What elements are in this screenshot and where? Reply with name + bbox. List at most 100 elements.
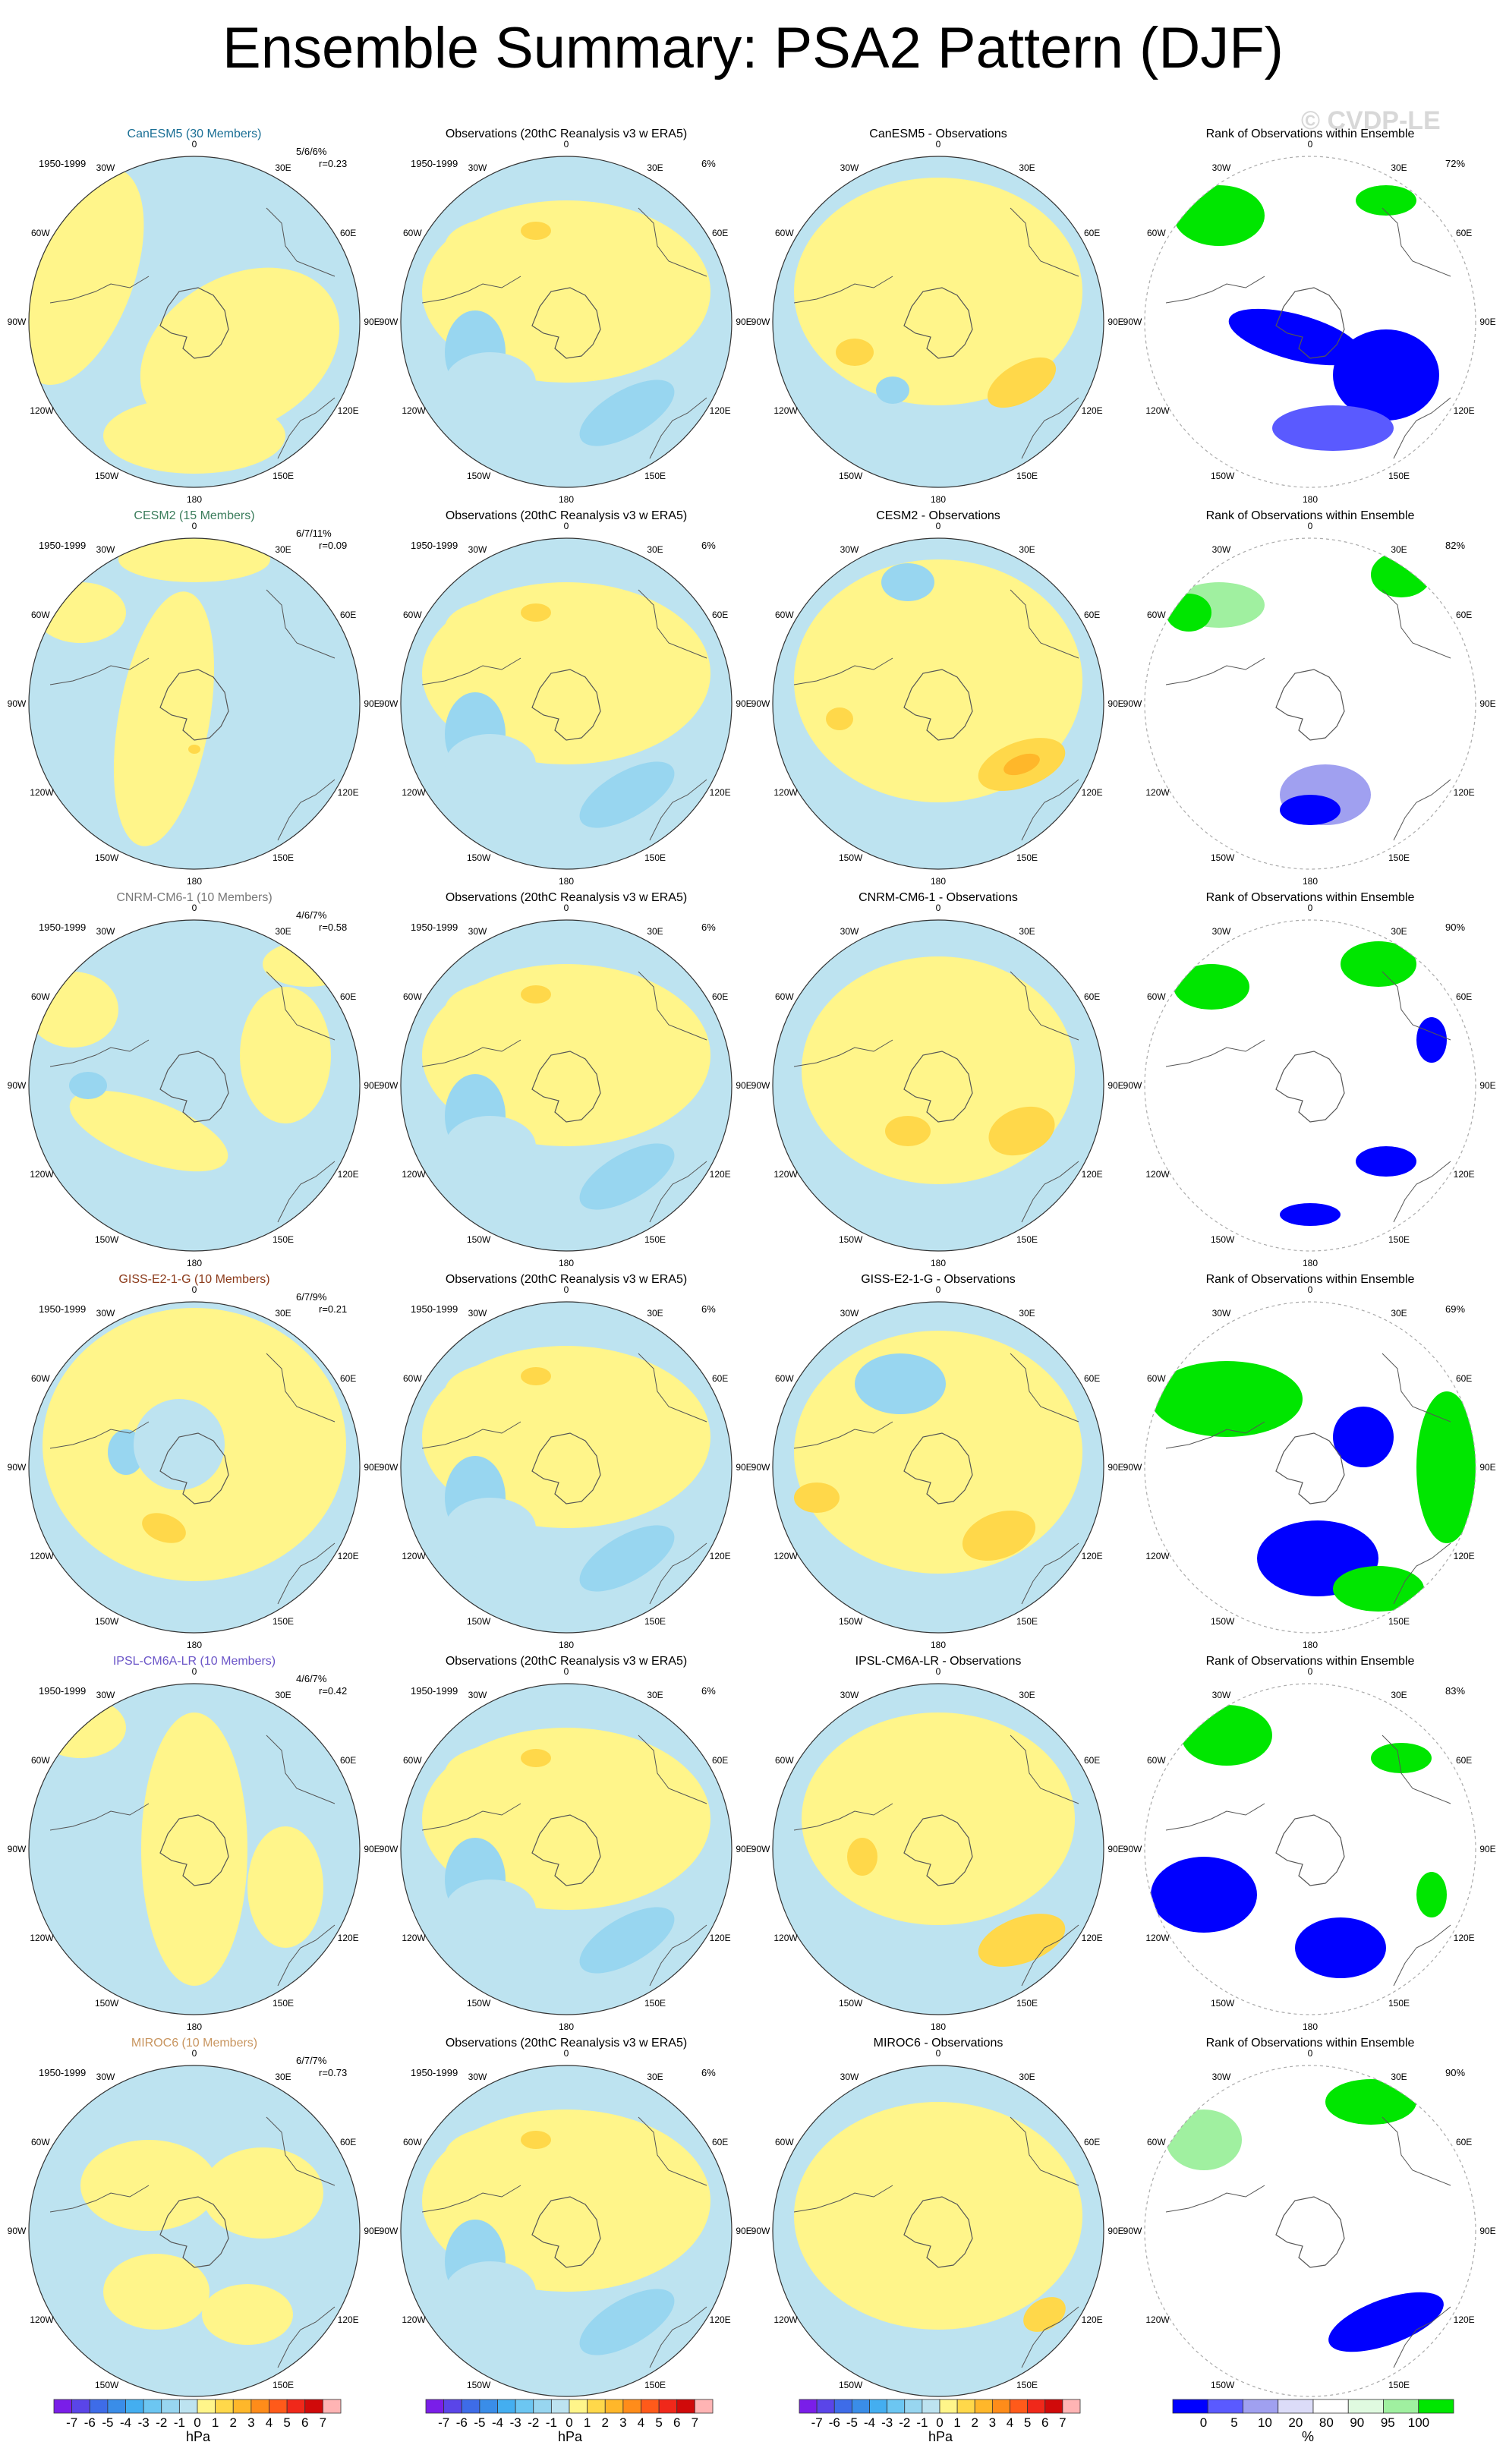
colorbar-tick-label: 4: [265, 2415, 273, 2430]
lon-label-30w: 30W: [96, 2072, 115, 2083]
contour-region: [103, 2254, 210, 2330]
lon-label-120e: 120E: [709, 1551, 731, 1561]
lon-label-30w: 30W: [1211, 162, 1231, 174]
colorbar-swatch: [991, 2399, 1010, 2414]
colorbar-swatch: [1312, 2399, 1349, 2414]
lon-label-150w: 150W: [467, 1234, 491, 1245]
stats-r: r=0.73: [319, 2067, 348, 2078]
model-map-giss-e2-1-g: [28, 1301, 361, 1634]
lon-label-90e: 90E: [364, 2226, 380, 2236]
lon-label-30e: 30E: [647, 926, 663, 937]
rank-region: [1341, 941, 1416, 987]
lon-label-60e: 60E: [1083, 1373, 1101, 1384]
stats-pct: 6/7/9%: [296, 1291, 327, 1303]
lon-label-30w: 30W: [96, 1308, 115, 1319]
antarctica-outline: [1275, 1432, 1345, 1505]
lon-label-150w: 150W: [1211, 470, 1235, 481]
contour-region: [826, 707, 853, 730]
lon-label-180: 180: [1302, 876, 1319, 887]
lon-label-0: 0: [563, 1666, 569, 1677]
map-border: [28, 156, 361, 488]
contour-region: [836, 339, 874, 366]
africa-outline: [638, 1353, 707, 1423]
lon-label-60w: 60W: [31, 1755, 50, 1766]
colorbar-swatch: [232, 2399, 252, 2414]
colorbar-tick-label: 5: [655, 2415, 663, 2430]
lon-label-120w: 120W: [1145, 2314, 1170, 2325]
south-america-outline: [1165, 657, 1265, 685]
colorbar-swatch: [622, 2399, 641, 2414]
lon-label-120e: 120E: [1081, 1551, 1103, 1561]
lon-label-60e: 60E: [339, 610, 357, 620]
colorbar-swatch: [71, 2399, 90, 2414]
lon-label-30e: 30E: [647, 544, 663, 556]
colorbar-tick-label: -4: [491, 2415, 504, 2430]
rank-panel-title: Rank of Observations within Ensemble: [1205, 891, 1415, 904]
contour-region: [794, 1482, 840, 1513]
diff-panel-title: CESM2 - Observations: [876, 509, 1000, 522]
map-border: [1144, 919, 1476, 1252]
diff-map-cesm2: [772, 537, 1104, 870]
lon-label-0: 0: [1307, 1284, 1313, 1295]
colorbar-swatch: [676, 2399, 695, 2414]
lon-label-120w: 120W: [402, 1169, 426, 1180]
lon-label-150e: 150E: [644, 1234, 666, 1245]
obs-panel-title: Observations (20thC Reanalysis v3 w ERA5…: [445, 891, 688, 904]
colorbar-swatch: [89, 2399, 109, 2414]
obs-panel-title: Observations (20thC Reanalysis v3 w ERA5…: [445, 1273, 688, 1286]
lon-label-180: 180: [1302, 1258, 1319, 1268]
contour-region: [35, 1697, 126, 1758]
colorbar-tick-label: 7: [319, 2415, 327, 2430]
colorbar-tick-label: 0: [566, 2415, 573, 2430]
lon-label-60w: 60W: [403, 610, 422, 620]
lon-label-30w: 30W: [468, 926, 487, 937]
lon-label-90e: 90E: [1107, 698, 1124, 709]
lon-label-30w: 30W: [468, 544, 487, 556]
contour-region: [988, 1106, 1055, 1156]
colorbar-swatch: [533, 2399, 552, 2414]
period-label: 1950-1999: [411, 540, 458, 551]
lon-label-90w: 90W: [751, 698, 770, 709]
period-label: 1950-1999: [411, 1685, 458, 1697]
colorbar-swatch: [515, 2399, 534, 2414]
model-map-cesm2: [28, 537, 361, 870]
africa-outline: [1010, 207, 1079, 277]
lon-label-60e: 60E: [1083, 991, 1101, 1002]
rank-region: [1228, 308, 1362, 366]
lon-label-0: 0: [935, 1284, 941, 1295]
lon-label-120e: 120E: [1453, 1933, 1475, 1943]
lon-label-90w: 90W: [1123, 1462, 1142, 1473]
lon-label-60w: 60W: [31, 1373, 50, 1384]
lon-label-180: 180: [1302, 494, 1319, 505]
rank-pct: 72%: [1445, 158, 1466, 169]
colorbar-unit: hPa: [186, 2429, 211, 2444]
lon-label-120e: 120E: [709, 1169, 731, 1180]
contour-region: [521, 603, 551, 622]
lon-label-0: 0: [563, 2048, 569, 2059]
south-america-outline: [421, 2185, 521, 2213]
colorbar-tick-label: -1: [173, 2415, 185, 2430]
lon-label-180: 180: [558, 1640, 575, 1650]
south-america-outline: [793, 276, 893, 304]
africa-outline: [1382, 589, 1451, 659]
lon-label-120w: 120W: [402, 1933, 426, 1943]
south-america-outline: [49, 1421, 150, 1449]
lon-label-90w: 90W: [7, 1080, 27, 1091]
lon-label-30w: 30W: [96, 1690, 115, 1701]
lon-label-0: 0: [935, 139, 941, 150]
lon-label-0: 0: [563, 1284, 569, 1295]
lon-label-0: 0: [191, 1284, 197, 1295]
lon-label-30e: 30E: [1019, 162, 1035, 174]
lon-label-60w: 60W: [31, 991, 50, 1002]
colorbar-tick-label: -1: [545, 2415, 557, 2430]
rank-map-cnrm-cm6-1: [1144, 919, 1476, 1252]
map-border: [1144, 2065, 1476, 2397]
lon-label-0: 0: [1307, 2048, 1313, 2059]
colorbar-tick-label: 3: [988, 2415, 997, 2430]
lon-label-60e: 60E: [339, 228, 357, 238]
rank-region: [1151, 1857, 1257, 1933]
lon-label-120e: 120E: [709, 1933, 731, 1943]
lon-label-0: 0: [563, 903, 569, 913]
colorbar-swatch: [974, 2399, 993, 2414]
lon-label-150w: 150W: [467, 2379, 491, 2390]
